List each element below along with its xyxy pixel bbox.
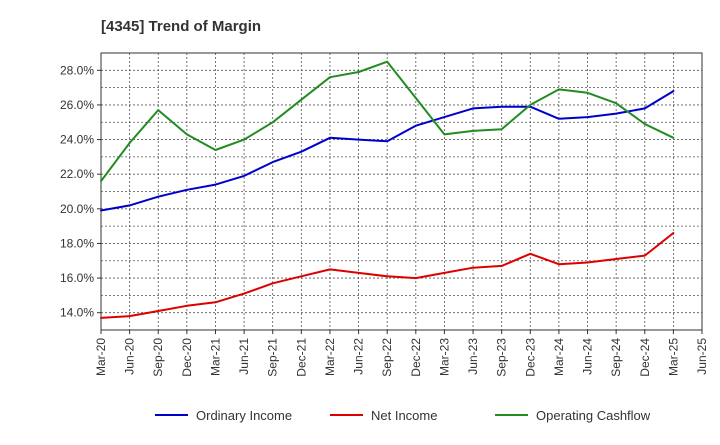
x-tick-label: Sep-21 (266, 338, 280, 377)
y-tick-label: 20.0% (60, 202, 94, 216)
x-tick-label: Mar-21 (208, 338, 222, 376)
y-axis-ticks: 14.0% 16.0% 18.0% 20.0% 22.0% 24.0% 26.0% 28.0% (60, 63, 101, 320)
x-tick-label: Dec-23 (523, 338, 537, 377)
x-tick-label: Dec-21 (294, 338, 308, 377)
y-tick-label: 28.0% (60, 63, 94, 77)
x-tick-label: Dec-24 (638, 338, 652, 377)
y-tick-label: 16.0% (60, 271, 94, 285)
x-tick-label: Jun-21 (237, 338, 251, 375)
x-tick-label: Dec-22 (409, 338, 423, 377)
x-tick-label: Jun-25 (695, 338, 709, 375)
series-lines (100, 60, 675, 319)
x-tick-label: Sep-22 (380, 338, 394, 377)
x-tick-label: Jun-24 (581, 338, 595, 375)
x-tick-label: Jun-22 (352, 338, 366, 375)
series-line-ordinary-income (100, 90, 675, 212)
x-tick-label: Jun-23 (466, 338, 480, 375)
chart-title: [4345] Trend of Margin (101, 18, 261, 35)
y-tick-label: 22.0% (60, 167, 94, 181)
x-tick-label: Mar-25 (666, 338, 680, 376)
x-tick-label: Sep-24 (609, 338, 623, 377)
plot-frame (100, 52, 703, 331)
x-tick-label: Mar-23 (437, 338, 451, 376)
x-tick-label: Jun-20 (123, 338, 137, 375)
y-tick-label: 14.0% (60, 306, 94, 320)
x-tick-label: Mar-20 (94, 338, 108, 376)
legend: Ordinary Income Net Income Operating Cashf… (155, 408, 651, 423)
x-tick-label: Sep-20 (151, 338, 165, 377)
x-tick-label: Mar-22 (323, 338, 337, 376)
series-line-net-income (100, 232, 675, 319)
x-axis-ticks: Mar-20 Jun-20 Sep-20 Dec-20 Mar-21 Jun-21 Sep-… (94, 330, 709, 377)
x-tick-label: Mar-24 (552, 338, 566, 376)
legend-label: Operating Cashflow (536, 408, 651, 423)
legend-label: Ordinary Income (196, 408, 292, 423)
y-tick-label: 18.0% (60, 236, 94, 250)
x-tick-label: Sep-23 (495, 338, 509, 377)
y-tick-label: 26.0% (60, 98, 94, 112)
series-line-operating-cashflow (100, 60, 675, 183)
x-tick-label: Dec-20 (180, 338, 194, 377)
legend-label: Net Income (371, 408, 437, 423)
gridlines (100, 52, 703, 331)
y-tick-label: 24.0% (60, 133, 94, 147)
